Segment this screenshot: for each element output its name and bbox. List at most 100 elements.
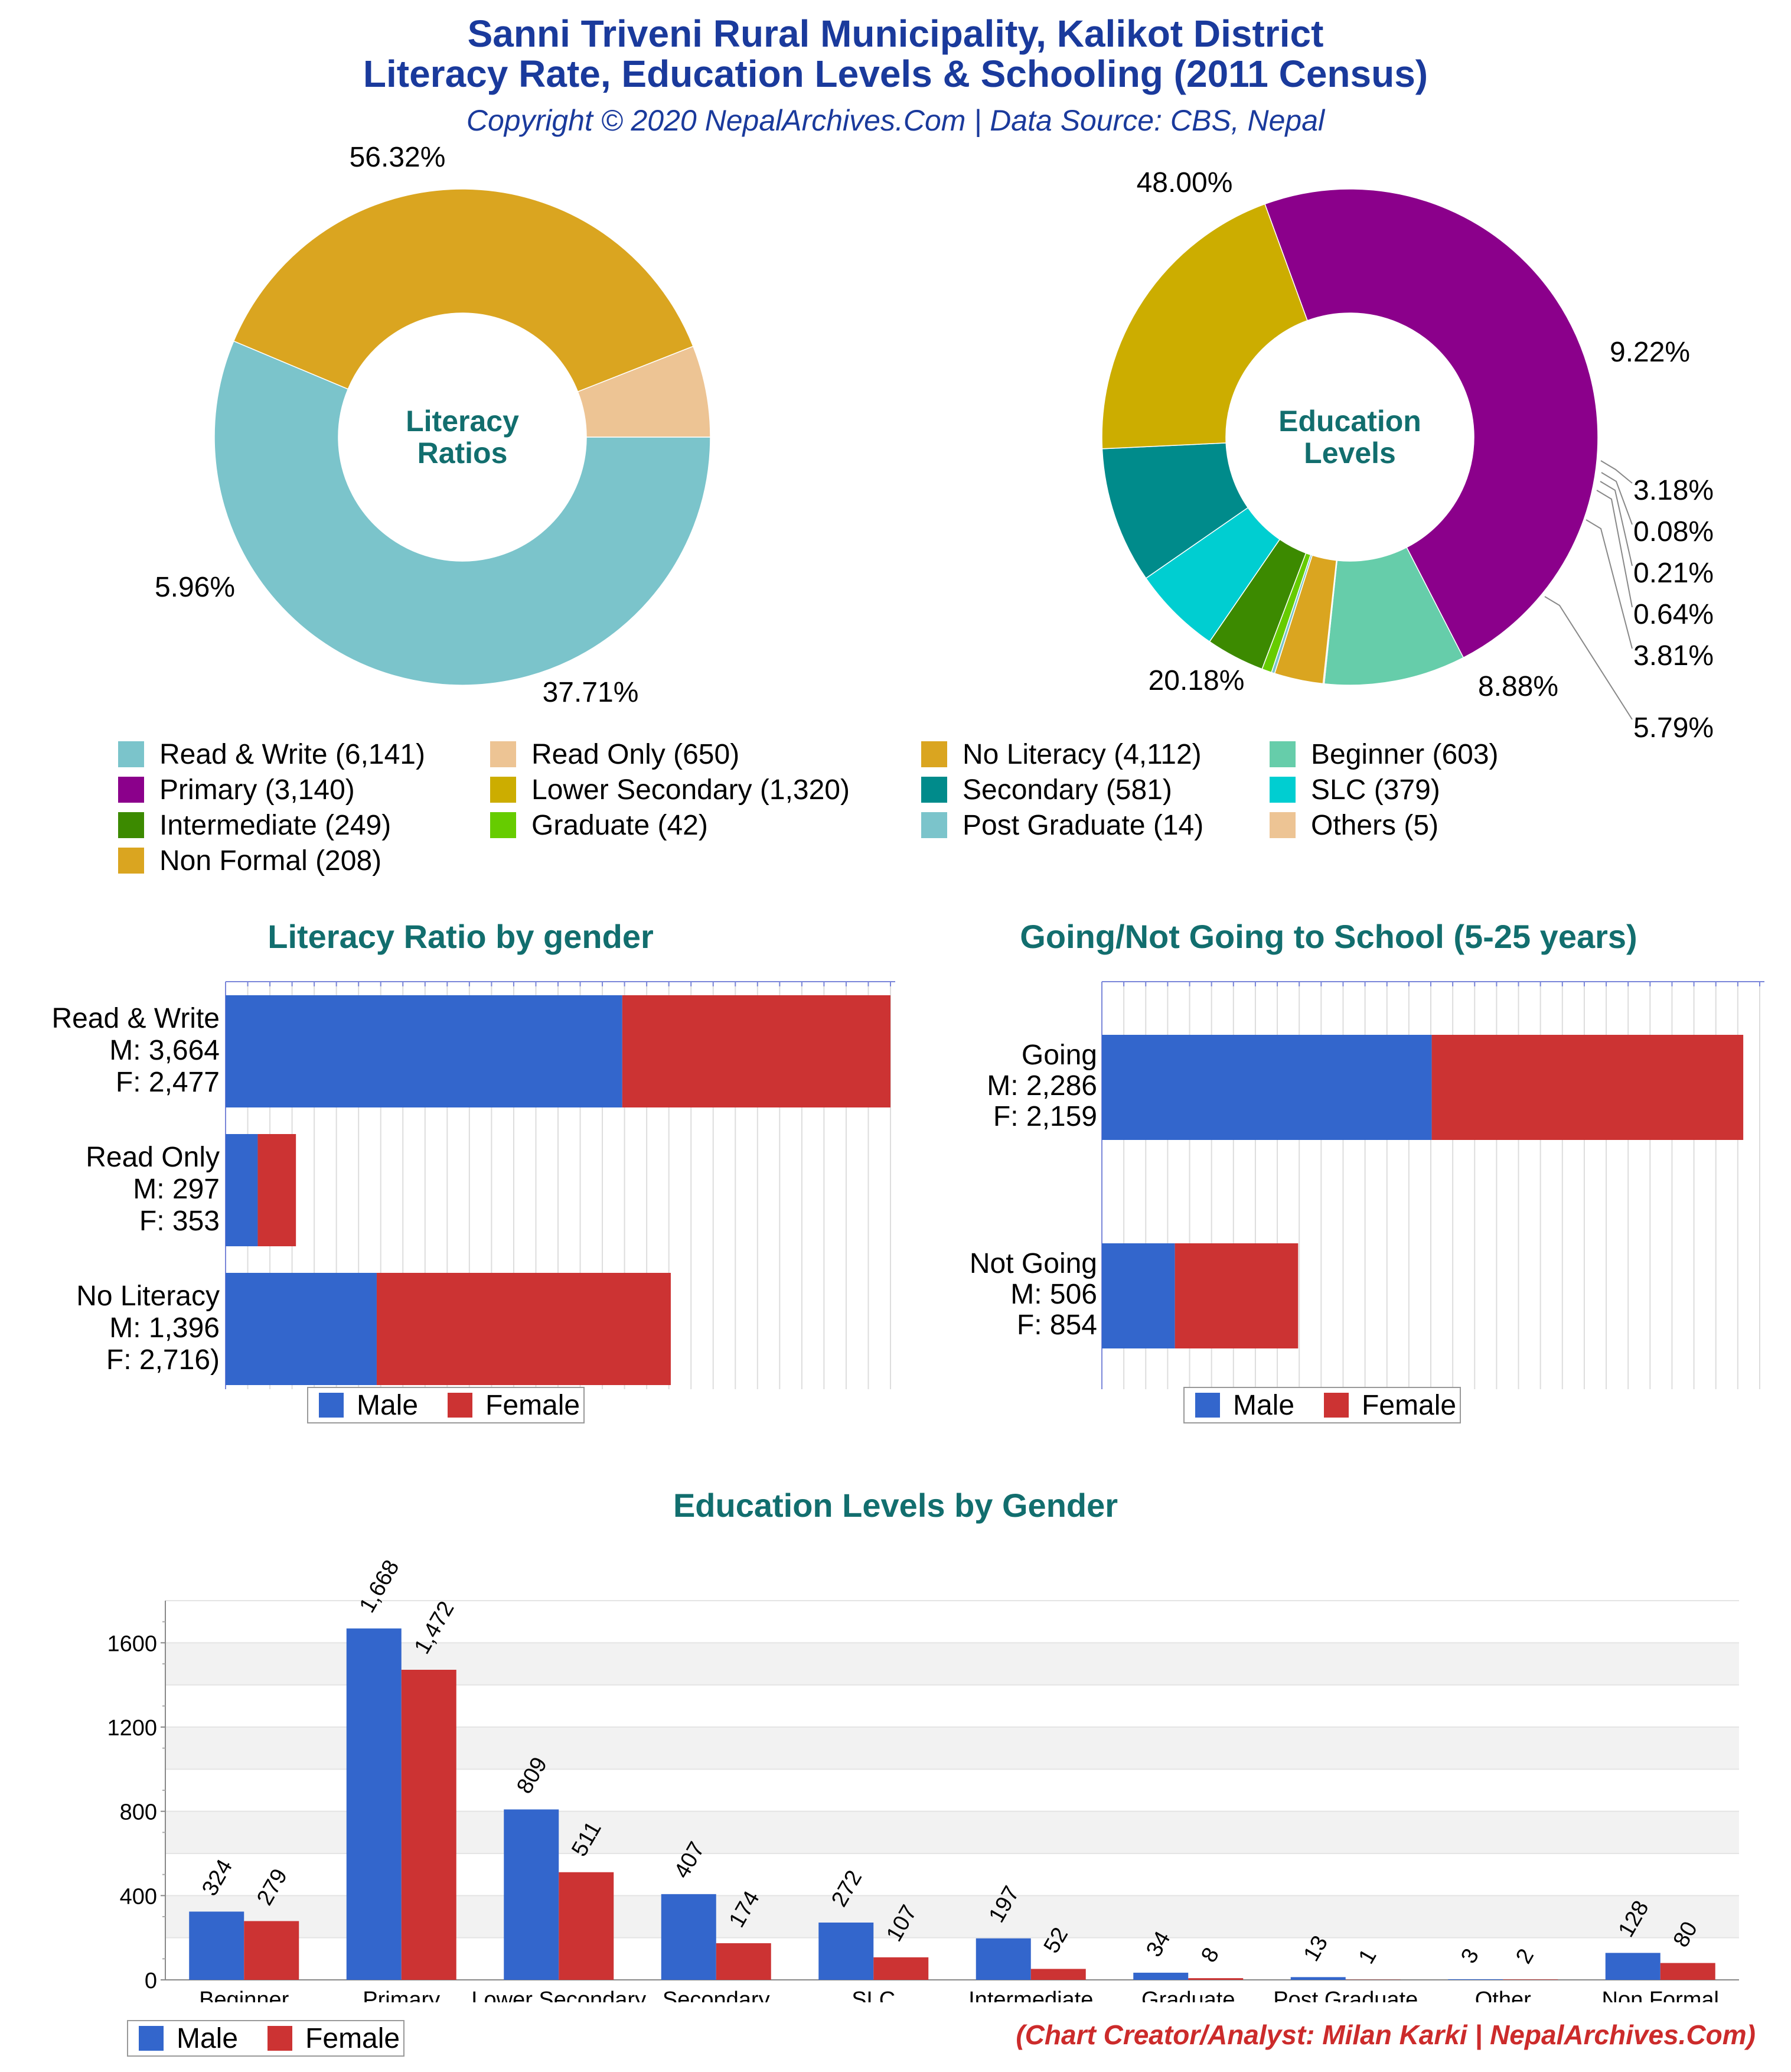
female-swatch bbox=[1324, 1393, 1349, 1418]
legend-swatch bbox=[118, 848, 144, 874]
category-label: F: 2,159 bbox=[993, 1101, 1097, 1132]
y-tick-label: 800 bbox=[120, 1800, 157, 1825]
category-label: F: 854 bbox=[1017, 1309, 1097, 1341]
female-swatch bbox=[267, 2026, 293, 2051]
legend-item: Lower Secondary (1,320) bbox=[490, 774, 921, 806]
pie-percent-label: 0.08% bbox=[1633, 516, 1714, 548]
bar-male bbox=[1605, 1953, 1660, 1980]
bar-male bbox=[504, 1809, 559, 1980]
category-label: No Literacy bbox=[76, 1281, 220, 1312]
pie-percent-label: 8.88% bbox=[1478, 671, 1558, 702]
y-tick-label: 1200 bbox=[107, 1716, 157, 1741]
legend-label: Primary (3,140) bbox=[159, 774, 355, 806]
male-swatch bbox=[319, 1393, 344, 1418]
x-category-label: Beginner bbox=[199, 1988, 289, 2002]
category-label: M: 3,664 bbox=[109, 1035, 220, 1066]
bar-male bbox=[1102, 1243, 1175, 1348]
credit-line: (Chart Creator/Analyst: Milan Karki | Ne… bbox=[1016, 2019, 1756, 2050]
pie-percent-label: 5.79% bbox=[1633, 712, 1714, 738]
school-going-title: Going/Not Going to School (5-25 years) bbox=[1020, 918, 1637, 955]
bar-female bbox=[257, 1134, 296, 1246]
legend-label: SLC (379) bbox=[1311, 774, 1440, 806]
bar-male bbox=[1102, 1035, 1432, 1140]
bar-female bbox=[376, 1273, 671, 1385]
leader-line bbox=[1596, 490, 1633, 608]
legend-label: Intermediate (249) bbox=[159, 809, 392, 841]
pie-slice bbox=[577, 346, 711, 438]
legend-label: No Literacy (4,112) bbox=[963, 738, 1202, 770]
donut-center-title: Education bbox=[1278, 405, 1421, 438]
female-swatch bbox=[448, 1393, 473, 1418]
y-tick-label: 400 bbox=[120, 1884, 157, 1909]
legend-swatch bbox=[1270, 741, 1296, 767]
pie-percent-label: 0.21% bbox=[1633, 558, 1714, 589]
legend-label: Read & Write (6,141) bbox=[159, 738, 425, 770]
donut-center-title: Ratios bbox=[417, 436, 508, 470]
pie-percent-label: 5.96% bbox=[155, 572, 235, 603]
category-label: M: 297 bbox=[133, 1174, 220, 1205]
donut-center-title: Levels bbox=[1304, 436, 1396, 470]
x-category-label: Intermediate bbox=[968, 1988, 1093, 2002]
pie-slice bbox=[214, 340, 711, 686]
legend-swatch bbox=[118, 777, 144, 803]
page-subtitle: Copyright © 2020 NepalArchives.Com | Dat… bbox=[466, 104, 1325, 137]
legend-item: Secondary (581) bbox=[921, 774, 1270, 806]
legend-item: Graduate (42) bbox=[490, 809, 921, 841]
donut-center-title: Literacy bbox=[406, 405, 519, 438]
category-label: Not Going bbox=[970, 1248, 1097, 1279]
legend-item: Others (5) bbox=[1270, 809, 1624, 841]
legend-swatch bbox=[118, 741, 144, 767]
male-legend-label: Male bbox=[1233, 1389, 1295, 1421]
x-category-label: Graduate bbox=[1141, 1988, 1235, 2002]
bar-female bbox=[244, 1921, 299, 1980]
legend-label: Others (5) bbox=[1311, 809, 1439, 841]
x-category-label: Other bbox=[1475, 1988, 1531, 2002]
bar-female bbox=[716, 1943, 771, 1980]
x-category-label: Non Formal bbox=[1602, 1988, 1720, 2002]
leader-line bbox=[1544, 596, 1633, 720]
bar-female bbox=[1660, 1963, 1715, 1980]
legend-label: Lower Secondary (1,320) bbox=[531, 774, 850, 806]
bar-male bbox=[189, 1911, 244, 1980]
pie-legend: Read & Write (6,141) Read Only (650) No Li… bbox=[118, 738, 1712, 877]
category-label: Going bbox=[1022, 1040, 1097, 1071]
category-label: F: 2,477 bbox=[116, 1067, 220, 1098]
legend-label: Secondary (581) bbox=[963, 774, 1172, 806]
education-gender-legend: Male Female bbox=[127, 2020, 405, 2057]
y-tick-label: 1600 bbox=[107, 1631, 157, 1656]
leader-line bbox=[1586, 519, 1633, 649]
legend-swatch bbox=[118, 812, 144, 838]
y-tick-label: 0 bbox=[145, 1969, 157, 1993]
bar-male bbox=[661, 1894, 716, 1980]
legend-item: No Literacy (4,112) bbox=[921, 738, 1270, 770]
category-label: F: 2,716) bbox=[106, 1344, 220, 1376]
bar-male bbox=[226, 1273, 377, 1385]
male-legend-label: Male bbox=[177, 2022, 239, 2054]
male-swatch bbox=[1195, 1393, 1220, 1418]
literacy-gender-legend: Male Female bbox=[307, 1387, 585, 1423]
legend-item: Non Formal (208) bbox=[118, 845, 490, 877]
category-label: Read & Write bbox=[51, 1003, 220, 1034]
bar-female bbox=[559, 1872, 614, 1980]
legend-swatch bbox=[1270, 812, 1296, 838]
legend-item: Post Graduate (14) bbox=[921, 809, 1270, 841]
pie-slice bbox=[1264, 188, 1598, 659]
bar-male bbox=[1290, 1977, 1346, 1980]
legend-item: Beginner (603) bbox=[1270, 738, 1624, 770]
pie-percent-label: 56.32% bbox=[350, 142, 446, 173]
bar-female bbox=[873, 1957, 929, 1980]
bar-female bbox=[622, 995, 890, 1107]
leader-line bbox=[1600, 460, 1633, 484]
legend-swatch bbox=[921, 777, 947, 803]
bar-female bbox=[401, 1669, 456, 1980]
female-legend-label: Female bbox=[1362, 1389, 1457, 1421]
x-category-label: SLC bbox=[852, 1988, 895, 2002]
pie-percent-label: 9.22% bbox=[1610, 337, 1690, 368]
x-category-label: Post Graduate bbox=[1273, 1988, 1418, 2002]
pie-percent-label: 48.00% bbox=[1137, 167, 1233, 198]
pie-percent-label: 3.18% bbox=[1633, 475, 1714, 506]
legend-item: SLC (379) bbox=[1270, 774, 1624, 806]
